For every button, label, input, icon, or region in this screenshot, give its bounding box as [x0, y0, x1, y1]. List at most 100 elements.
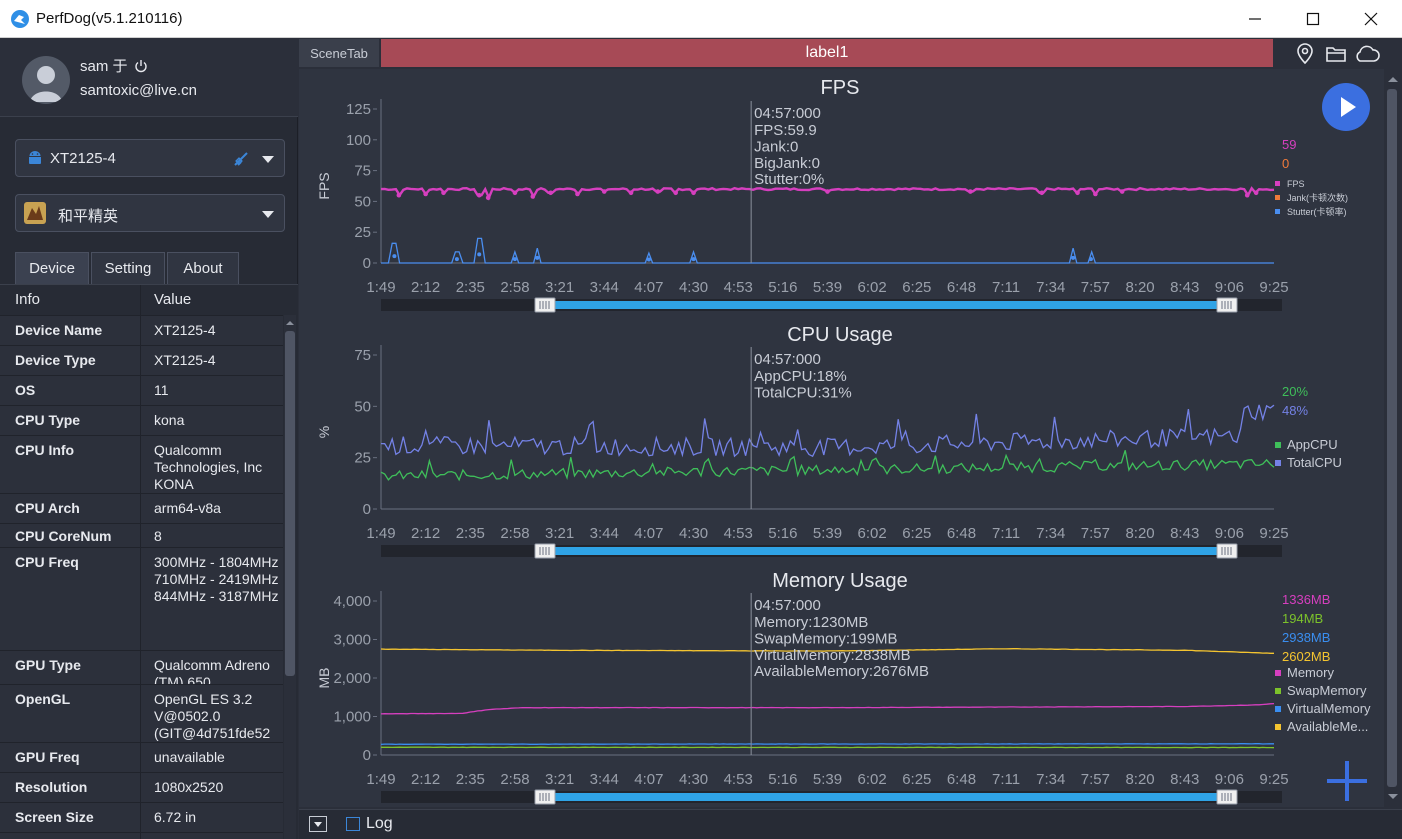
- current-value: 194MB: [1282, 611, 1323, 626]
- info-key: Device Type: [15, 352, 96, 368]
- legend-entry: Memory: [1287, 665, 1334, 680]
- legend-swatch: [1275, 195, 1280, 200]
- info-value: 6.72 in: [154, 809, 197, 825]
- series-line-appcpu: [380, 450, 1275, 482]
- range-slider-handle[interactable]: [534, 297, 556, 313]
- power-icon[interactable]: [134, 59, 148, 73]
- device-select[interactable]: XT2125-4: [15, 139, 285, 177]
- table-row[interactable]: CPU Arch arm64-v8a: [0, 493, 283, 523]
- x-tick-label: 7:57: [1081, 279, 1110, 296]
- fps-dip-point: [548, 190, 553, 196]
- app-select[interactable]: 和平精英: [15, 194, 285, 232]
- log-checkbox[interactable]: [346, 817, 360, 831]
- tab-device[interactable]: Device: [15, 252, 89, 284]
- cursor-readout: FPS:59.9: [754, 122, 817, 139]
- table-row[interactable]: OS 11: [0, 375, 283, 405]
- minimize-icon: [1249, 18, 1261, 20]
- maximize-icon: [1306, 12, 1320, 26]
- x-tick-label: 9:25: [1259, 771, 1288, 788]
- x-tick-label: 8:20: [1125, 771, 1154, 788]
- x-tick-label: 5:16: [768, 771, 797, 788]
- fps-dip-point: [396, 192, 402, 198]
- scene-tab[interactable]: SceneTab: [299, 39, 379, 67]
- table-row[interactable]: GPU Type Qualcomm Adreno (TM) 650: [0, 650, 283, 690]
- table-scrollbar[interactable]: [284, 315, 296, 839]
- range-slider-handle[interactable]: [534, 789, 556, 805]
- y-tick-label: 25: [354, 450, 371, 467]
- location-pin-icon[interactable]: [1295, 43, 1315, 65]
- table-row[interactable]: Ram Size7.5 GB: [0, 832, 283, 839]
- current-value: 1336MB: [1282, 592, 1330, 607]
- user-card: sam 于 samtoxic@live.cn: [0, 39, 298, 117]
- x-tick-label: 5:39: [813, 279, 842, 296]
- table-row[interactable]: GPU Freq unavailable: [0, 742, 283, 772]
- fps-dip-point: [825, 189, 830, 194]
- range-slider-fill[interactable]: [553, 301, 1223, 309]
- maximize-button[interactable]: [1284, 0, 1342, 38]
- x-tick-label: 7:57: [1081, 771, 1110, 788]
- current-value: 59: [1282, 137, 1296, 152]
- info-key: OpenGL: [15, 691, 71, 707]
- fps-dip-point: [485, 195, 491, 201]
- avatar[interactable]: [22, 56, 70, 104]
- info-key: GPU Type: [15, 657, 81, 673]
- current-value: 2938MB: [1282, 630, 1330, 645]
- column-header-value: Value: [154, 291, 192, 308]
- add-chart-icon[interactable]: [1325, 759, 1369, 803]
- y-tick-label: 0: [363, 747, 371, 764]
- tab-setting[interactable]: Setting: [91, 252, 165, 284]
- legend-entry: FPS: [1287, 179, 1305, 189]
- minimize-button[interactable]: [1226, 0, 1284, 38]
- cursor-time: 04:57:000: [754, 351, 821, 368]
- table-row[interactable]: CPU Type kona: [0, 405, 283, 435]
- x-tick-label: 9:25: [1259, 279, 1288, 296]
- table-row[interactable]: Device Type XT2125-4: [0, 345, 283, 375]
- info-key: Resolution: [15, 779, 88, 795]
- chart-title: Memory Usage: [772, 570, 908, 592]
- legend-swatch: [1275, 670, 1281, 676]
- charts-scrollbar[interactable]: [1384, 69, 1402, 807]
- scroll-up-icon[interactable]: [1385, 73, 1401, 85]
- range-slider-handle[interactable]: [1216, 543, 1238, 559]
- table-scrollbar-thumb[interactable]: [285, 331, 295, 676]
- x-tick-label: 5:39: [813, 771, 842, 788]
- table-row[interactable]: Resolution 1080x2520: [0, 772, 283, 802]
- tab-about[interactable]: About: [167, 252, 239, 284]
- range-slider-handle[interactable]: [1216, 297, 1238, 313]
- legend-swatch: [1275, 209, 1280, 214]
- table-row[interactable]: Screen Size 6.72 in: [0, 802, 283, 832]
- info-value: 11: [154, 382, 169, 398]
- info-value: XT2125-4: [154, 352, 216, 368]
- range-slider-handle[interactable]: [1216, 789, 1238, 805]
- x-tick-label: 1:49: [366, 279, 395, 296]
- range-slider-fill[interactable]: [553, 547, 1223, 555]
- table-row[interactable]: Device Name XT2125-4: [0, 315, 283, 345]
- scene-label-bar[interactable]: label1: [381, 39, 1273, 67]
- x-tick-label: 7:34: [1036, 279, 1065, 296]
- scroll-up-icon[interactable]: [284, 317, 296, 329]
- current-value: 48%: [1282, 403, 1308, 418]
- table-row[interactable]: OpenGL OpenGL ES 3.2 V@0502.0 (GIT@4d751f…: [0, 684, 283, 742]
- cursor-readout: Stutter:0%: [754, 171, 824, 188]
- main-area: SceneTab label1 FPS FPS 0 25 50 75 100 125 1:49 2…: [299, 39, 1402, 839]
- stutter-point: [512, 257, 517, 262]
- x-tick-label: 9:06: [1215, 771, 1244, 788]
- x-tick-label: 8:43: [1170, 279, 1199, 296]
- x-tick-label: 3:21: [545, 279, 574, 296]
- folder-icon[interactable]: [1325, 44, 1347, 64]
- play-button[interactable]: [1322, 83, 1370, 131]
- table-row[interactable]: CPU Freq 300MHz - 1804MHz 710MHz - 2419MH…: [0, 547, 283, 650]
- usb-link-icon[interactable]: [232, 150, 250, 168]
- y-axis-label: %: [316, 426, 332, 438]
- table-row[interactable]: CPU Info Qualcomm Technologies, Inc KONA: [0, 435, 283, 493]
- range-slider-handle[interactable]: [534, 543, 556, 559]
- cloud-icon[interactable]: [1353, 44, 1381, 64]
- charts-scrollbar-thumb[interactable]: [1387, 89, 1397, 787]
- close-button[interactable]: [1342, 0, 1400, 38]
- scroll-down-icon[interactable]: [1385, 791, 1401, 803]
- legend-swatch: [1275, 706, 1281, 712]
- chevron-down-icon: [262, 211, 274, 218]
- range-slider-fill[interactable]: [553, 793, 1223, 801]
- collapse-toggle[interactable]: [309, 816, 327, 832]
- table-row[interactable]: CPU CoreNum 8: [0, 523, 283, 547]
